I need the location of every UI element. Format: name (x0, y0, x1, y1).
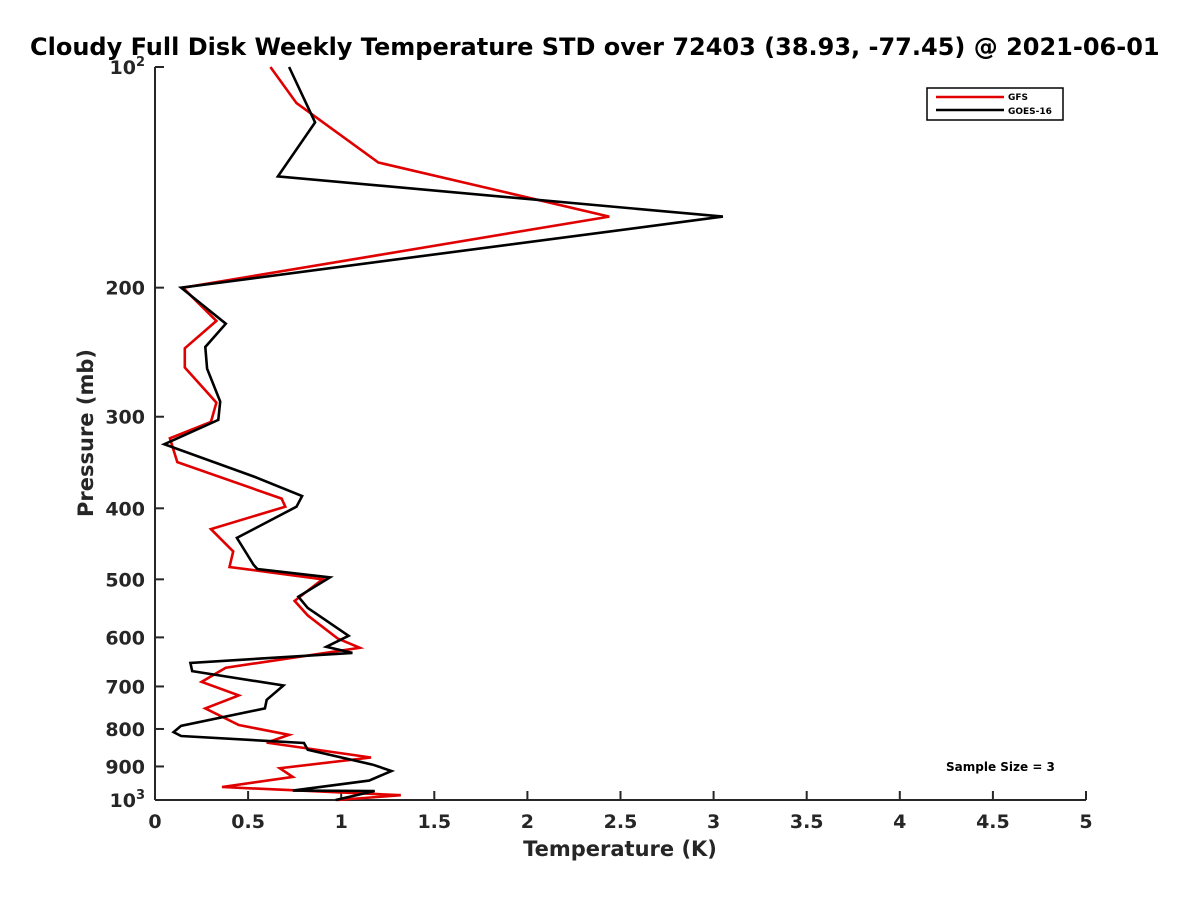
y-tick-label: 600 (105, 627, 145, 649)
x-tick-label: 2 (521, 811, 534, 833)
y-tick-label-base: 10 (110, 790, 136, 812)
x-tick-label: 2.5 (604, 811, 638, 833)
x-tick-label: 5 (1079, 811, 1092, 833)
legend: GFS GOES-16 (926, 87, 1064, 121)
x-tick-label: 3 (707, 811, 720, 833)
y-tick-label-base: 10 (110, 57, 136, 79)
x-tick-label: 0.5 (231, 811, 265, 833)
x-axis-ticks: 0 0.5 1 1.5 2 2.5 3 3.5 4 4.5 5 (148, 791, 1093, 833)
x-tick-label: 0 (148, 811, 161, 833)
y-tick-label: 700 (105, 676, 145, 698)
y-tick-label: 800 (105, 719, 145, 741)
y-tick-label: 200 (105, 278, 145, 300)
y-tick-label-exponent: 2 (136, 55, 145, 70)
y-tick-label: 400 (105, 498, 145, 520)
y-tick-label: 500 (105, 569, 145, 591)
y-tick-label-exponent: 3 (136, 788, 145, 803)
series-layer (160, 66, 724, 802)
x-tick-label: 1 (335, 811, 348, 833)
y-axis-label: Pressure (mb) (74, 349, 98, 517)
x-axis-label: Temperature (K) (523, 837, 717, 861)
sample-size-annotation: Sample Size = 3 (946, 760, 1055, 774)
legend-label-goes-16: GOES-16 (1008, 107, 1052, 117)
legend-box (926, 87, 1064, 121)
y-tick-label: 300 (105, 407, 145, 429)
y-tick-label: 900 (105, 756, 145, 778)
y-tick-label: 103 (110, 788, 146, 812)
y-tick-label: 102 (110, 55, 146, 79)
series-line-goes-16 (160, 66, 724, 802)
legend-label-gfs: GFS (1008, 93, 1028, 103)
chart-title: Cloudy Full Disk Weekly Temperature STD … (30, 33, 1160, 61)
x-tick-label: 4 (893, 811, 906, 833)
x-tick-label: 3.5 (790, 811, 824, 833)
x-tick-label: 1.5 (417, 811, 451, 833)
series-line-gfs (168, 66, 610, 802)
x-tick-label: 4.5 (976, 811, 1010, 833)
